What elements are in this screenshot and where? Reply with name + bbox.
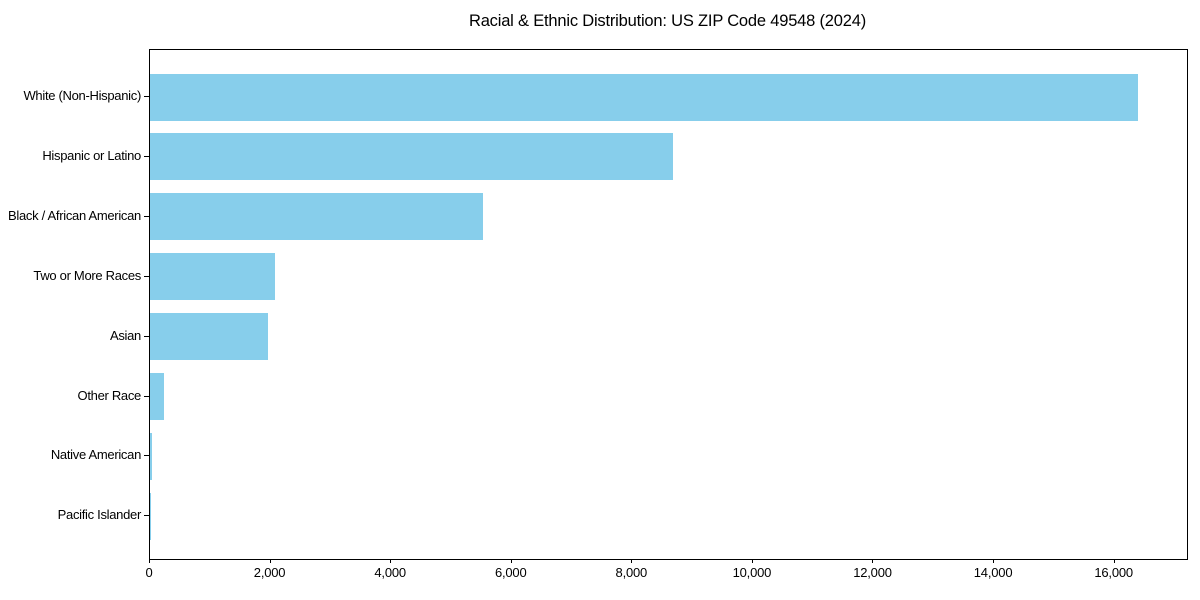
bar-pacific-islander: [150, 492, 151, 540]
bar-white-non-hispanic: [150, 73, 1138, 121]
y-tick-mark: [144, 215, 149, 217]
bar-other-race: [150, 373, 165, 420]
x-tick-label: 10,000: [732, 565, 772, 580]
y-tick-label: Native American: [50, 447, 141, 463]
x-tick-label: 6,000: [494, 565, 527, 580]
y-tick-label: Hispanic or Latino: [42, 147, 141, 163]
y-tick-label: Pacific Islander: [57, 507, 142, 523]
bar-native-american: [150, 432, 152, 480]
bar-two-or-more-races: [150, 253, 276, 301]
x-tick-label: 12,000: [853, 565, 892, 580]
x-tick-label: 16,000: [1094, 565, 1133, 580]
x-tick-label: 2,000: [253, 565, 286, 580]
y-tick-mark: [144, 395, 149, 397]
x-tick-label: 0: [145, 565, 153, 580]
chart-title: Racial & Ethnic Distribution: US ZIP Cod…: [468, 12, 867, 30]
bar-hispanic-or-latino: [150, 133, 673, 181]
x-tick-label: 8,000: [615, 565, 648, 580]
x-tick-mark: [751, 559, 753, 563]
y-tick-mark: [144, 335, 149, 337]
y-tick-label: Other Race: [77, 387, 142, 403]
y-tick-mark: [144, 275, 149, 277]
x-tick-mark: [149, 559, 150, 563]
y-tick-label: Asian: [109, 327, 141, 343]
x-tick-label: 14,000: [973, 565, 1013, 580]
x-tick-mark: [872, 559, 874, 563]
y-tick-mark: [144, 515, 149, 517]
bar-asian: [150, 313, 269, 361]
x-tick-mark: [631, 559, 633, 563]
y-tick-mark: [144, 96, 149, 97]
x-tick-label: 4,000: [374, 565, 406, 580]
plot-area: [149, 49, 1188, 560]
x-tick-mark: [269, 559, 271, 563]
y-tick-label: White (Non-Hispanic): [23, 88, 141, 103]
bar-black-african-american: [150, 193, 483, 241]
x-tick-mark: [390, 559, 392, 563]
y-tick-mark: [144, 155, 149, 157]
x-tick-mark: [993, 559, 995, 563]
x-tick-mark: [510, 559, 512, 563]
y-tick-label: Two or More Races: [33, 267, 141, 283]
x-tick-mark: [1113, 559, 1115, 563]
y-tick-mark: [144, 455, 149, 457]
y-tick-label: Black / African American: [8, 207, 141, 223]
